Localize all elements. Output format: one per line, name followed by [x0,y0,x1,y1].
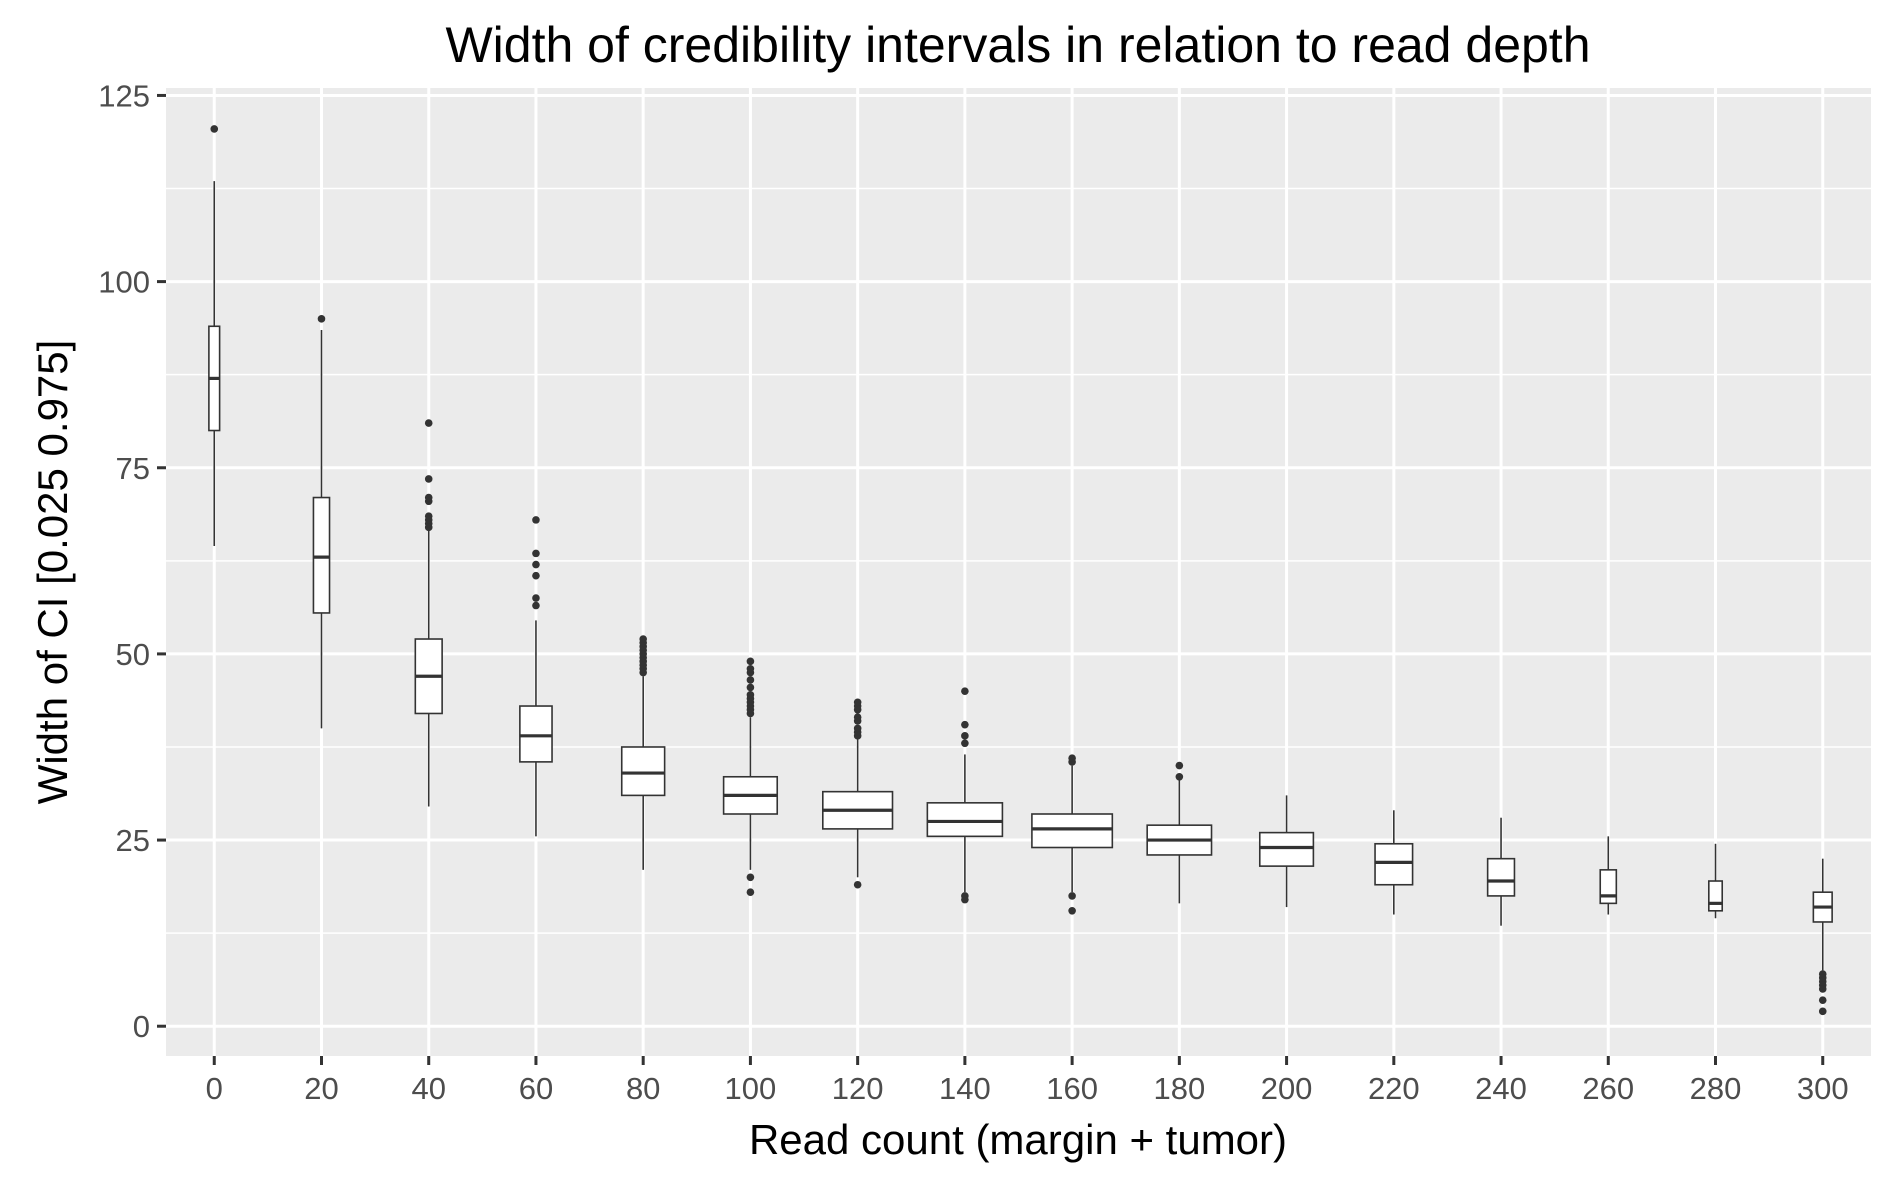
box-40 [414,419,443,807]
x-tick-label: 300 [1797,1071,1849,1106]
y-tick-label: 25 [116,823,150,858]
box-iqr [1708,880,1724,912]
x-tick-label: 280 [1690,1071,1742,1106]
box-260 [1599,836,1618,915]
outlier-point [961,895,969,904]
box-iqr [1258,831,1315,867]
outlier-point [532,516,540,524]
y-tick-label: 0 [133,1009,150,1044]
plot-panel [166,88,1871,1056]
box-240 [1486,817,1516,926]
outlier-point [1068,754,1076,762]
box-120 [822,698,894,889]
y-tick-label: 50 [116,637,150,672]
box-iqr [519,705,553,763]
box-iqr [312,496,331,614]
outlier-point [1068,892,1076,900]
chart-title: Width of credibility intervals in relati… [445,17,1590,73]
box-180 [1146,761,1213,904]
x-tick-label: 220 [1368,1071,1420,1106]
box-200 [1258,795,1315,908]
x-tick-label: 260 [1582,1071,1634,1106]
outlier-point [317,315,326,323]
x-tick-label: 80 [626,1071,660,1106]
outlier-point [961,687,969,695]
x-tick-label: 20 [304,1071,338,1106]
x-tick-label: 200 [1261,1071,1313,1106]
x-tick-label: 100 [725,1071,777,1106]
outlier-point [532,601,540,610]
outlier-point [1818,996,1827,1004]
outlier-point [424,419,433,427]
x-tick-label: 0 [206,1071,223,1106]
outlier-point [1068,907,1076,915]
outlier-point [746,888,755,896]
box-iqr [1374,842,1414,886]
outlier-point [746,676,755,684]
y-tick-label: 100 [98,265,150,300]
box-60 [519,516,553,837]
box-0 [208,125,221,546]
box-140 [926,687,1004,904]
y-tick-label: 75 [116,451,150,486]
x-axis-title: Read count (margin + tumor) [749,1116,1287,1163]
outlier-point [532,594,540,602]
outlier-point [853,724,862,733]
box-iqr [926,802,1004,838]
outlier-point [746,683,755,692]
x-tick-label: 120 [832,1071,884,1106]
box-280 [1708,843,1724,919]
outlier-point [961,739,969,748]
outlier-point [746,665,755,673]
outlier-point [424,493,433,502]
outlier-point [424,475,433,483]
outlier-point [746,657,755,666]
box-iqr [620,746,666,797]
y-axis: 0 25 50 75 100 125 [98,78,166,1044]
x-tick-label: 240 [1475,1071,1527,1106]
outlier-point [746,873,755,882]
x-tick-label: 140 [939,1071,991,1106]
x-tick-label: 160 [1046,1071,1098,1106]
box-iqr [1031,813,1114,849]
box-iqr [1486,857,1516,897]
x-axis: 0 20 40 60 80 100 120 140 160 180 200 220 240 260 280 3… [206,1056,1849,1106]
outlier-point [1175,761,1184,770]
box-220 [1374,810,1414,915]
box-80 [620,635,666,870]
x-tick-label: 40 [411,1071,445,1106]
outlier-point [424,512,433,520]
outlier-point [853,698,862,707]
outlier-point [1175,772,1184,781]
outlier-point [961,720,969,729]
y-tick-label: 125 [98,78,150,113]
box-160 [1031,754,1114,915]
outlier-point [532,560,540,569]
box-100 [722,657,779,896]
outlier-point [961,732,969,740]
x-tick-label: 180 [1153,1071,1205,1106]
y-axis-title: Width of CI [0.025 0.975] [29,340,76,805]
outlier-point [746,691,755,699]
outlier-point [1818,1007,1827,1016]
box-20 [312,315,331,729]
outlier-point [853,880,862,889]
box-series [208,125,1833,1016]
x-tick-label: 60 [519,1071,553,1106]
box-300 [1812,858,1833,1016]
outlier-point [210,125,219,133]
outlier-point [1818,985,1827,993]
outlier-point [532,549,540,558]
outlier-point [853,713,862,721]
box-iqr [1599,869,1618,905]
minor-gridlines [166,187,1871,934]
outlier-point [639,635,647,643]
outlier-point [532,571,540,580]
